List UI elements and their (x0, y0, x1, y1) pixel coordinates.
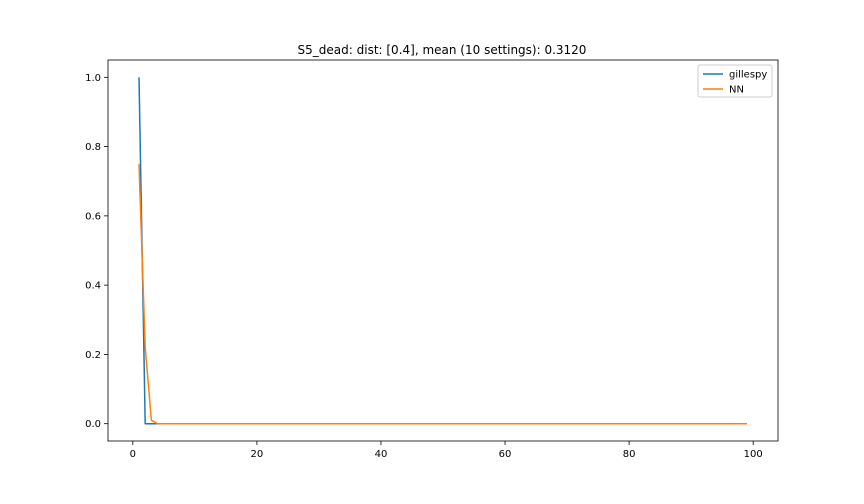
x-tick-label: 0 (130, 449, 136, 460)
legend: gillespy NN (697, 64, 773, 98)
series-line-gillespy (138, 77, 747, 425)
y-tick-label: 1.0 (85, 73, 101, 84)
y-axis: 0.0 0.2 0.4 0.6 0.8 1.0 (85, 73, 108, 430)
plot-lines (138, 77, 747, 425)
y-tick-label: 0.6 (85, 211, 101, 222)
x-tick-label: 100 (744, 449, 763, 460)
axes-frame (107, 59, 779, 442)
chart-title: S5_dead: dist: [0.4], mean (10 settings)… (298, 43, 587, 57)
x-tick-label: 80 (623, 449, 636, 460)
x-tick-label: 60 (499, 449, 512, 460)
x-axis: 0 20 40 60 80 100 (130, 441, 763, 460)
x-tick-label: 40 (375, 449, 388, 460)
y-tick-label: 0.2 (85, 350, 101, 361)
y-tick-label: 0.0 (85, 419, 101, 430)
series-line-nn (138, 163, 747, 425)
y-tick-label: 0.4 (85, 281, 101, 292)
y-tick-label: 0.8 (85, 142, 101, 153)
x-tick-label: 20 (251, 449, 264, 460)
legend-label-nn: NN (729, 85, 744, 96)
legend-label-gillespy: gillespy (729, 70, 767, 81)
